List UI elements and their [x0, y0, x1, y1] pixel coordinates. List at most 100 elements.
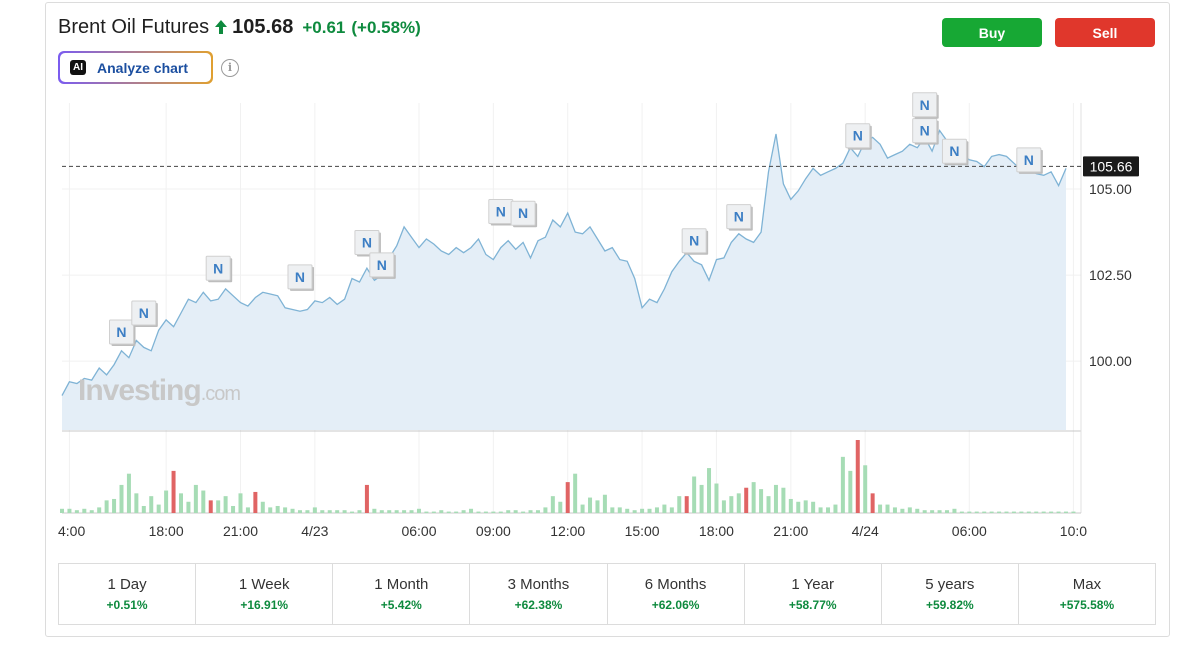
volume-bar — [773, 484, 778, 513]
news-marker[interactable]: N — [1016, 147, 1043, 174]
buy-button[interactable]: Buy — [942, 18, 1042, 47]
svg-text:N: N — [295, 269, 305, 285]
period-tab-5[interactable]: 1 Year +58.77% — [745, 564, 882, 624]
period-change: +575.58% — [1059, 598, 1115, 612]
period-tab-3[interactable]: 3 Months +62.38% — [470, 564, 608, 624]
svg-text:N: N — [518, 205, 528, 221]
x-tick-label: 15:00 — [625, 523, 660, 539]
volume-bar — [283, 507, 288, 513]
sell-button[interactable]: Sell — [1055, 18, 1155, 47]
volume-bar — [543, 507, 548, 513]
volume-bar — [379, 510, 384, 513]
volume-bar — [1011, 511, 1016, 513]
news-marker[interactable]: N — [369, 252, 396, 279]
news-marker[interactable]: N — [912, 118, 939, 145]
period-tab-2[interactable]: 1 Month +5.42% — [333, 564, 471, 624]
period-tab-7[interactable]: Max +575.58% — [1019, 564, 1155, 624]
svg-text:N: N — [496, 203, 506, 219]
period-change: +16.91% — [240, 598, 289, 612]
volume-bar — [721, 500, 726, 513]
volume-bar — [736, 493, 741, 513]
volume-bar — [82, 508, 87, 513]
period-tab-4[interactable]: 6 Months +62.06% — [608, 564, 745, 624]
x-tick-label: 12:00 — [550, 523, 585, 539]
volume-bar — [692, 476, 697, 513]
volume-bar — [595, 500, 600, 513]
volume-bar — [826, 507, 831, 513]
volume-bar — [625, 508, 630, 513]
volume-bar — [483, 511, 488, 513]
investing-watermark: Investing.com — [78, 374, 240, 407]
volume-bar — [171, 470, 176, 513]
up-arrow-icon — [215, 19, 228, 34]
volume-bar — [104, 500, 109, 513]
volume-bar — [677, 496, 682, 513]
instrument-title: Brent Oil Futures — [58, 16, 210, 38]
news-marker[interactable]: N — [108, 319, 136, 346]
volume-bar — [707, 468, 712, 513]
volume-bar — [974, 511, 979, 513]
news-marker[interactable]: N — [726, 204, 753, 231]
news-marker[interactable]: N — [845, 123, 872, 150]
period-tab-6[interactable]: 5 years +59.82% — [882, 564, 1019, 624]
volume-bar — [312, 507, 317, 513]
period-change: +59.82% — [925, 598, 974, 612]
period-label: 6 Months — [644, 576, 707, 593]
x-tick-label: 18:00 — [149, 523, 184, 539]
volume-bar — [268, 507, 273, 513]
analyze-chart-button[interactable]: AI Analyze chart — [58, 51, 213, 84]
period-label: 1 Month — [374, 576, 429, 593]
volume-bar — [1026, 511, 1031, 513]
volume-bar — [112, 498, 117, 513]
svg-text:N: N — [853, 128, 863, 144]
x-tick-label: 4:00 — [58, 523, 85, 539]
volume-bar — [699, 484, 704, 513]
y-tick-label: 102.50 — [1089, 267, 1132, 283]
volume-bar — [1056, 511, 1061, 513]
volume-bar — [588, 497, 593, 513]
volume-bar — [506, 510, 511, 513]
volume-bar — [907, 507, 912, 513]
news-marker[interactable]: N — [287, 264, 314, 291]
news-marker[interactable]: N — [941, 138, 969, 166]
volume-bar — [461, 510, 466, 513]
x-tick-label: 21:00 — [223, 523, 258, 539]
volume-bar — [848, 470, 853, 513]
volume-bar — [335, 510, 340, 513]
volume-bar — [647, 508, 652, 513]
news-marker[interactable]: N — [681, 228, 709, 255]
volume-bar — [1071, 511, 1076, 513]
svg-text:N: N — [377, 257, 387, 273]
news-marker[interactable]: N — [510, 200, 538, 228]
price-chart[interactable]: Investing.com 105.66 105.00 102.50 100.00 4:0… — [0, 0, 1200, 560]
info-icon[interactable]: i — [221, 59, 239, 77]
volume-bar — [364, 484, 369, 513]
volume-bar — [766, 496, 771, 513]
volume-bar — [640, 508, 645, 513]
volume-bar — [602, 494, 607, 513]
news-marker[interactable]: N — [205, 255, 233, 283]
period-change: +58.77% — [788, 598, 837, 612]
news-marker[interactable]: N — [354, 229, 381, 257]
volume-bar — [201, 490, 206, 513]
period-performance-bar: 1 Day +0.51% 1 Week +16.91% 1 Month +5.42% 3 M… — [58, 563, 1156, 625]
volume-bar — [788, 498, 793, 513]
volume-bar — [439, 510, 444, 513]
current-price-badge — [1083, 156, 1139, 177]
news-marker[interactable]: N — [131, 300, 158, 328]
news-marker[interactable]: N — [912, 92, 939, 119]
svg-text:N: N — [116, 324, 126, 340]
period-tab-1[interactable]: 1 Week +16.91% — [196, 564, 334, 624]
volume-bar — [156, 504, 161, 513]
x-tick-label: 06:00 — [401, 523, 436, 539]
volume-bar — [223, 496, 228, 513]
news-marker[interactable]: N — [488, 198, 515, 226]
period-tab-0[interactable]: 1 Day +0.51% — [59, 564, 197, 624]
volume-bar — [446, 511, 451, 513]
svg-text:N: N — [362, 234, 372, 250]
svg-text:N: N — [689, 233, 699, 249]
period-label: 3 Months — [507, 576, 570, 593]
volume-bar — [610, 507, 615, 513]
volume-bar — [253, 491, 258, 513]
volume-bar — [67, 508, 72, 513]
